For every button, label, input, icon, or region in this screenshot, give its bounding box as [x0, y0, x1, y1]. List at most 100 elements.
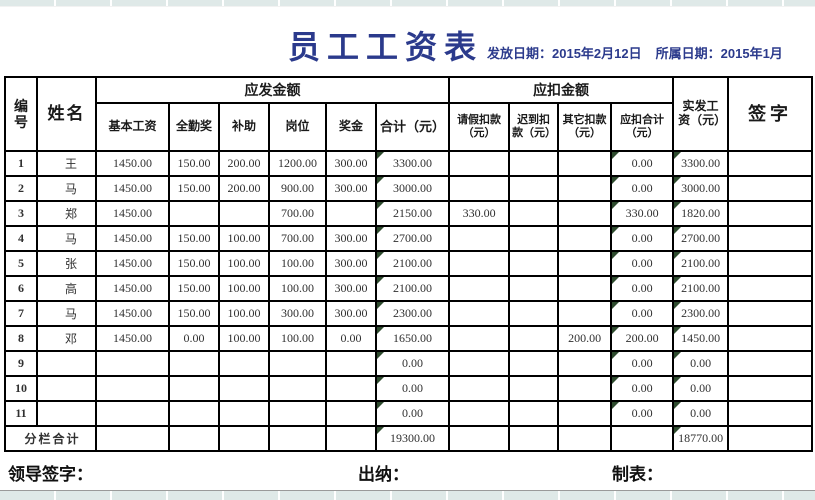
cell-subtotal-payable[interactable]: 19300.00: [374, 425, 451, 452]
cell-leave[interactable]: [448, 250, 511, 277]
cell-deduct-total-blank[interactable]: [610, 425, 675, 452]
cell-base[interactable]: 1450.00: [95, 275, 170, 302]
cell-deduct-total[interactable]: 0.00: [610, 250, 675, 277]
cell-other[interactable]: [557, 150, 613, 177]
cell-name[interactable]: 张: [36, 250, 97, 277]
cell-allowance[interactable]: 100.00: [218, 325, 270, 352]
cell-base-blank[interactable]: [95, 425, 170, 452]
cell-name[interactable]: 高: [36, 275, 97, 302]
cell-net[interactable]: 1820.00: [672, 200, 730, 227]
cell-leave[interactable]: [448, 275, 511, 302]
cell-deduct-total[interactable]: 0.00: [610, 375, 675, 402]
cell-base[interactable]: 1450.00: [95, 250, 170, 277]
cell-total[interactable]: 0.00: [374, 350, 451, 377]
cell-name[interactable]: [36, 400, 97, 427]
cell-other[interactable]: [557, 400, 613, 427]
cell-allowance[interactable]: [218, 375, 270, 402]
cell-total[interactable]: 0.00: [374, 400, 451, 427]
cell-deduct-total[interactable]: 0.00: [610, 300, 675, 327]
cell-base[interactable]: 1450.00: [95, 200, 170, 227]
group-header-deduction[interactable]: 应扣金额: [448, 76, 675, 104]
cell-late[interactable]: [508, 175, 560, 202]
col-header-attendance[interactable]: 全勤奖: [168, 102, 220, 152]
cell-total[interactable]: 2300.00: [374, 300, 451, 327]
cell-attendance[interactable]: 150.00: [168, 175, 220, 202]
cell-deduct-total[interactable]: 0.00: [610, 150, 675, 177]
cell-bonus[interactable]: [325, 375, 377, 402]
cell-allowance[interactable]: [218, 200, 270, 227]
cell-post[interactable]: [268, 350, 327, 377]
col-header-base-salary[interactable]: 基本工资: [95, 102, 170, 152]
col-header-signature[interactable]: 签字: [727, 76, 814, 152]
cell-sign[interactable]: [727, 175, 814, 202]
cell-deduct-total[interactable]: 0.00: [610, 175, 675, 202]
cell-deduct-total[interactable]: 200.00: [610, 325, 675, 352]
cell-bonus-blank[interactable]: [325, 425, 377, 452]
cell-sign[interactable]: [727, 400, 814, 427]
cell-subtotal-net[interactable]: 18770.00: [672, 425, 730, 452]
cell-total[interactable]: 2700.00: [374, 225, 451, 252]
cell-base[interactable]: [95, 350, 170, 377]
cell-bonus[interactable]: 300.00: [325, 300, 377, 327]
cell-late[interactable]: [508, 275, 560, 302]
cell-no[interactable]: 10: [4, 375, 38, 402]
cell-leave[interactable]: 330.00: [448, 200, 511, 227]
cell-no[interactable]: 8: [4, 325, 38, 352]
cell-post[interactable]: 900.00: [268, 175, 327, 202]
subtotal-label[interactable]: 分栏合计: [4, 425, 97, 452]
cell-name[interactable]: [36, 350, 97, 377]
cell-late[interactable]: [508, 225, 560, 252]
cell-name[interactable]: 郑: [36, 200, 97, 227]
cell-sign-blank[interactable]: [727, 425, 814, 452]
cell-no[interactable]: 3: [4, 200, 38, 227]
cell-base[interactable]: 1450.00: [95, 225, 170, 252]
cell-allowance[interactable]: 100.00: [218, 225, 270, 252]
cell-allowance[interactable]: 100.00: [218, 275, 270, 302]
cell-post[interactable]: 100.00: [268, 325, 327, 352]
cell-late[interactable]: [508, 250, 560, 277]
cell-other[interactable]: [557, 350, 613, 377]
cell-base[interactable]: [95, 400, 170, 427]
cell-sign[interactable]: [727, 375, 814, 402]
cell-attendance[interactable]: 150.00: [168, 300, 220, 327]
cell-attendance[interactable]: 150.00: [168, 250, 220, 277]
col-header-allowance[interactable]: 补助: [218, 102, 270, 152]
cell-leave-blank[interactable]: [448, 425, 511, 452]
cell-base[interactable]: 1450.00: [95, 150, 170, 177]
cell-leave[interactable]: [448, 150, 511, 177]
cell-bonus[interactable]: 300.00: [325, 175, 377, 202]
cell-allowance[interactable]: 200.00: [218, 175, 270, 202]
cell-post[interactable]: 100.00: [268, 275, 327, 302]
cell-net[interactable]: 2100.00: [672, 275, 730, 302]
cell-allowance[interactable]: 200.00: [218, 150, 270, 177]
cell-post-blank[interactable]: [268, 425, 327, 452]
col-header-no[interactable]: 编号: [4, 76, 38, 152]
cell-total[interactable]: 1650.00: [374, 325, 451, 352]
cell-allowance[interactable]: [218, 400, 270, 427]
cell-allowance[interactable]: 100.00: [218, 300, 270, 327]
cell-leave[interactable]: [448, 175, 511, 202]
cell-total[interactable]: 0.00: [374, 375, 451, 402]
col-header-bonus[interactable]: 奖金: [325, 102, 377, 152]
col-header-net-pay[interactable]: 实发工资（元）: [672, 76, 730, 152]
cell-post[interactable]: [268, 400, 327, 427]
cell-sign[interactable]: [727, 325, 814, 352]
cell-total[interactable]: 3000.00: [374, 175, 451, 202]
cell-leave[interactable]: [448, 325, 511, 352]
cell-bonus[interactable]: 300.00: [325, 225, 377, 252]
cell-late[interactable]: [508, 350, 560, 377]
cell-base[interactable]: 1450.00: [95, 300, 170, 327]
cell-other[interactable]: [557, 175, 613, 202]
cell-no[interactable]: 2: [4, 175, 38, 202]
cell-other-blank[interactable]: [557, 425, 613, 452]
cell-other[interactable]: [557, 200, 613, 227]
cell-net[interactable]: 0.00: [672, 350, 730, 377]
cell-attendance[interactable]: 0.00: [168, 325, 220, 352]
cell-attendance[interactable]: 150.00: [168, 225, 220, 252]
cell-bonus[interactable]: 300.00: [325, 250, 377, 277]
cell-late[interactable]: [508, 150, 560, 177]
cell-name[interactable]: 王: [36, 150, 97, 177]
cell-no[interactable]: 6: [4, 275, 38, 302]
cell-attendance[interactable]: [168, 200, 220, 227]
cell-sign[interactable]: [727, 300, 814, 327]
